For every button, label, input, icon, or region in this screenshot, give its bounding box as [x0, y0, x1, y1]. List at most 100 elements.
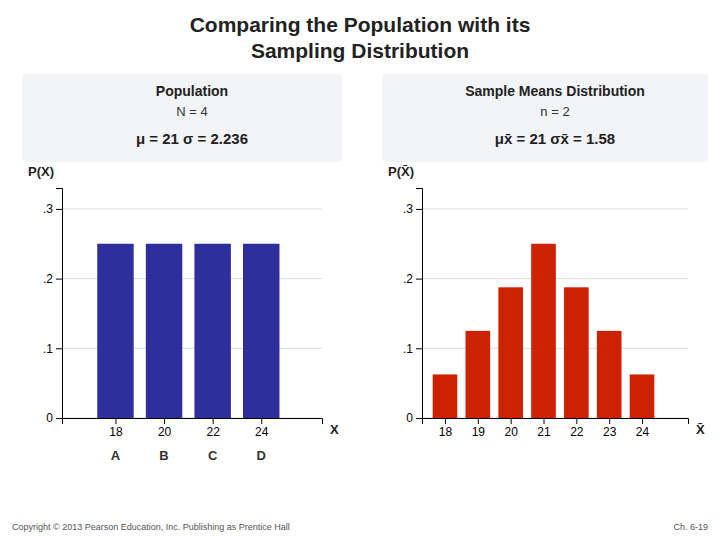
x-tick: 24	[255, 418, 269, 439]
x-tick: 22	[206, 418, 220, 439]
x-tick-label: 19	[472, 425, 486, 439]
y-tick-label: .3	[403, 202, 413, 216]
x-tick-mark	[544, 418, 545, 424]
y-tick: 0	[46, 411, 62, 425]
y-axis-line	[416, 189, 423, 419]
chart-root: Comparing the Population with itsSamplin…	[0, 0, 720, 540]
y-tick-mark	[56, 348, 62, 349]
y-tick-label: 0	[406, 411, 413, 425]
x-tick-label: 24	[636, 425, 650, 439]
panel-subtitle: n = 2	[540, 104, 569, 119]
footer-left: Copyright © 2013 Pearson Education, Inc.…	[12, 522, 290, 532]
bars	[433, 244, 655, 418]
y-tick-mark	[56, 279, 62, 280]
title-group: Comparing the Population with itsSamplin…	[190, 13, 531, 62]
x-tick-label: 20	[158, 425, 172, 439]
annotation: μx̄ = 21 σx̄ = 1.58	[495, 130, 615, 147]
grid-line	[422, 208, 688, 209]
bar	[630, 374, 655, 418]
y-tick: .2	[403, 272, 422, 286]
y-tick: 0	[406, 411, 422, 425]
x-tick-mark	[511, 418, 512, 424]
panel-subtitle: N = 4	[176, 104, 207, 119]
x-tick-label: 20	[504, 425, 518, 439]
x-tick-mark	[164, 418, 165, 424]
panel-header	[22, 74, 342, 162]
x-tick: 20	[504, 418, 518, 439]
y-tick-label: 0	[46, 411, 53, 425]
y-axis: 0 .1 .2 .3	[43, 189, 63, 426]
bar	[531, 244, 556, 418]
panel-title: Population	[156, 83, 228, 99]
y-tick-mark	[416, 209, 422, 210]
x-axis-title: X	[330, 422, 339, 437]
x-tick-label: 18	[439, 425, 453, 439]
bar	[597, 331, 622, 418]
y-tick-mark	[56, 418, 62, 419]
x-tick-mark	[478, 418, 479, 424]
x-tick: 23	[603, 418, 617, 439]
x-axis: 18 19 20 21 22 23 24	[423, 418, 689, 439]
bar	[146, 244, 182, 418]
title: Comparing the Population with its	[190, 13, 531, 36]
grid	[62, 209, 322, 418]
grid	[422, 209, 688, 418]
y-tick-label: .2	[403, 272, 413, 286]
y-tick-mark	[416, 418, 422, 419]
x-tick: 18	[439, 418, 453, 439]
y-tick: .1	[403, 342, 422, 356]
x-tick-mark	[642, 418, 643, 424]
y-axis-title: P(X̄)	[388, 164, 414, 179]
x-tick-label: 22	[206, 425, 220, 439]
bar	[564, 287, 589, 418]
y-tick-mark	[56, 209, 62, 210]
chart-panel: Population N = 4 μ = 21 σ = 2.236 0 .1 .2 .3 18…	[22, 74, 342, 463]
x-tick-label: 23	[603, 425, 617, 439]
x-tick-mark	[115, 418, 116, 424]
bar	[498, 287, 523, 418]
bar	[433, 374, 458, 418]
y-tick-label: .1	[43, 342, 53, 356]
bar	[194, 244, 230, 418]
y-tick: .3	[403, 202, 422, 216]
x-tick: 21	[537, 418, 551, 439]
annotation: μ = 21 σ = 2.236	[136, 130, 248, 147]
x-tick: 18	[109, 418, 123, 439]
category-label: A	[111, 448, 121, 463]
category-label: B	[159, 448, 168, 463]
panel-header	[382, 74, 708, 162]
category-label: D	[257, 448, 266, 463]
x-axis-line	[423, 419, 689, 425]
y-axis-line	[56, 189, 63, 419]
y-tick: .2	[43, 272, 62, 286]
bar	[243, 244, 279, 418]
x-tick-mark	[445, 418, 446, 424]
y-tick: .1	[43, 342, 62, 356]
x-tick: 22	[570, 418, 584, 439]
x-tick-mark	[213, 418, 214, 424]
y-axis: 0 .1 .2 .3	[403, 189, 423, 426]
x-tick-mark	[261, 418, 262, 424]
x-axis-line	[63, 419, 323, 425]
x-tick-label: 22	[570, 425, 584, 439]
y-tick-label: .1	[403, 342, 413, 356]
x-tick-label: 21	[537, 425, 551, 439]
footer-right: Ch. 6-19	[673, 522, 708, 532]
x-tick: 20	[158, 418, 172, 439]
y-tick-mark	[416, 279, 422, 280]
category-label: C	[208, 448, 218, 463]
panel-title: Sample Means Distribution	[465, 83, 645, 99]
x-axis: 18 20 22 24	[63, 418, 323, 439]
chart-panel: Sample Means Distribution n = 2 μx̄ = 21 σ…	[382, 74, 708, 439]
x-axis-title: X̄	[696, 422, 705, 437]
bar	[466, 331, 491, 418]
x-tick-label: 24	[255, 425, 269, 439]
x-tick-label: 18	[109, 425, 123, 439]
x-tick-mark	[609, 418, 610, 424]
x-tick: 19	[472, 418, 486, 439]
bar	[97, 244, 133, 418]
grid-line	[62, 208, 322, 209]
bars	[97, 244, 279, 418]
y-tick-label: .3	[43, 202, 53, 216]
y-tick: .3	[43, 202, 62, 216]
